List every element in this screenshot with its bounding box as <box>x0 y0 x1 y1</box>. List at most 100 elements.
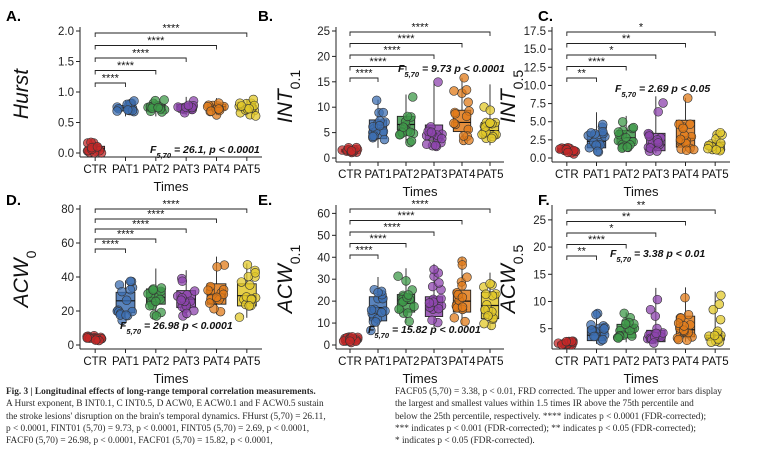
data-point <box>125 285 136 295</box>
y-axis-label: INT0.1 <box>274 70 303 124</box>
data-point <box>151 296 161 307</box>
significance-stars: **** <box>383 45 401 57</box>
y-tick-label: 2.5 <box>530 135 546 147</box>
data-point <box>650 311 661 321</box>
data-point <box>591 309 601 320</box>
data-point <box>711 145 722 155</box>
x-tick-label: PAT1 <box>364 356 391 368</box>
data-point <box>398 122 408 132</box>
data-point <box>346 146 357 156</box>
significance-stars: * <box>639 22 644 34</box>
y-tick-label: 15.0 <box>524 44 546 56</box>
data-point <box>653 138 663 148</box>
x-axis-title: Times <box>403 184 438 199</box>
data-point <box>151 311 162 321</box>
data-point <box>673 334 684 345</box>
data-point <box>709 330 720 341</box>
data-point <box>680 292 690 303</box>
x-tick-label: PAT5 <box>702 356 729 368</box>
data-point <box>461 85 472 95</box>
data-point <box>477 129 487 140</box>
data-point <box>211 292 222 302</box>
x-tick-label: PAT4 <box>672 169 700 181</box>
data-point <box>457 302 468 312</box>
data-point <box>628 122 639 133</box>
data-point <box>462 272 472 282</box>
x-tick-label: PAT5 <box>476 169 503 181</box>
x-tick-label: PAT3 <box>642 169 669 181</box>
significance-bracket <box>94 32 248 37</box>
box-pat3 <box>424 263 447 328</box>
data-point <box>598 334 608 345</box>
data-point <box>368 131 378 142</box>
box-pat4 <box>203 256 230 317</box>
data-point <box>426 127 437 137</box>
y-tick-label: 0 <box>324 153 330 165</box>
significance-stars: ** <box>637 200 646 212</box>
stat-annotation: F5,70 = 26.1, p < 0.0001 <box>150 144 260 160</box>
data-point <box>370 317 381 327</box>
y-tick-label: 1.5 <box>58 57 74 69</box>
data-point <box>708 304 718 315</box>
data-point <box>460 316 470 327</box>
data-point <box>715 127 725 138</box>
data-point <box>373 287 383 298</box>
y-tick-label: 0.0 <box>530 153 546 165</box>
data-point <box>457 260 468 270</box>
significance-bracket <box>349 220 463 225</box>
data-point <box>481 289 491 299</box>
y-tick-label: 0.5 <box>58 118 74 130</box>
data-point <box>652 146 662 156</box>
y-axis-label: Hurst <box>10 68 33 119</box>
data-point <box>92 142 103 152</box>
significance-stars: * <box>609 223 614 235</box>
y-tick-label: 40 <box>317 252 330 264</box>
data-point <box>586 128 596 138</box>
box-pat3 <box>643 96 668 157</box>
x-tick-label: PAT4 <box>203 356 231 368</box>
significance-stars: **** <box>355 68 373 80</box>
significance-bracket <box>566 77 597 82</box>
data-point <box>485 278 495 289</box>
data-point <box>483 311 493 321</box>
data-point <box>458 131 469 141</box>
x-tick-label: PAT2 <box>392 169 419 181</box>
data-point <box>430 140 441 151</box>
box-pat2 <box>613 115 639 153</box>
x-tick-label: PAT3 <box>420 169 447 181</box>
data-point <box>402 111 413 122</box>
x-tick-label: CTR <box>83 164 107 176</box>
panel-letter: A. <box>6 8 21 25</box>
data-point <box>619 308 629 319</box>
data-point <box>91 335 101 345</box>
significance-bracket <box>94 248 126 253</box>
data-point <box>376 307 387 318</box>
significance-stars: **** <box>397 33 415 45</box>
significance-bracket <box>566 31 716 36</box>
data-point <box>212 262 222 272</box>
data-point <box>206 106 216 116</box>
x-tick-label: PAT1 <box>364 169 391 181</box>
significance-bracket <box>566 221 686 226</box>
x-tick-label: PAT1 <box>583 169 610 181</box>
data-point <box>653 107 663 117</box>
data-point <box>125 276 136 286</box>
x-tick-label: PAT4 <box>448 169 476 181</box>
x-tick-label: PAT3 <box>173 164 200 176</box>
data-point <box>112 106 122 116</box>
x-tick-label: PAT3 <box>420 356 447 368</box>
data-point <box>645 304 656 315</box>
x-tick-label: CTR <box>338 356 362 368</box>
x-tick-label: PAT1 <box>112 356 139 368</box>
significance-bracket <box>566 232 657 237</box>
data-point <box>148 285 158 295</box>
data-point <box>652 294 663 305</box>
data-point <box>129 96 139 106</box>
box-pat4 <box>672 287 697 346</box>
y-tick-label: 0.0 <box>58 148 74 160</box>
data-point <box>366 305 377 315</box>
data-point <box>651 328 661 338</box>
data-point <box>622 142 632 152</box>
box-pat2 <box>143 95 170 117</box>
data-point <box>203 285 213 295</box>
